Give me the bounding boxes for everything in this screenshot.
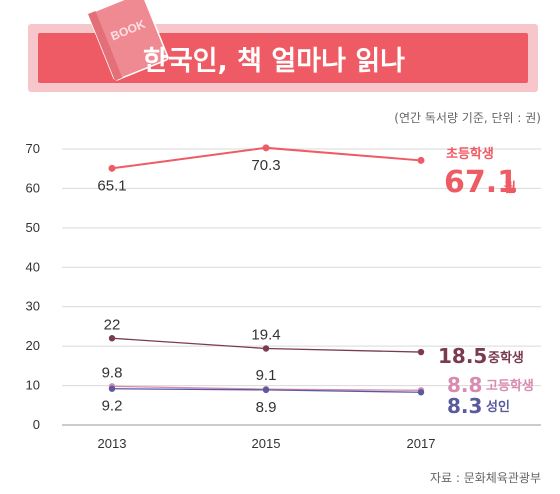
y-tick-label: 40 (26, 259, 40, 274)
data-labels: 65.1 70.3 22 19.4 9.8 9.1 9.2 8.9 (97, 157, 280, 416)
book-icon: BOOK (88, 0, 169, 81)
data-point (417, 348, 425, 356)
data-label: 65.1 (97, 177, 126, 194)
data-point (262, 144, 270, 152)
y-tick-label: 50 (26, 220, 40, 235)
series-group (108, 144, 425, 396)
grid-lines (62, 148, 541, 426)
end-value-label: 8.3 (447, 394, 482, 418)
y-tick-label: 70 (26, 141, 40, 156)
end-value-label: 18.5 (438, 344, 487, 368)
y-tick-label: 60 (26, 180, 40, 195)
y-axis-ticks: 0 10 20 30 40 50 60 70 (26, 141, 40, 432)
unit-note: (연간 독서량 기준, 단위 : 권) (394, 111, 541, 125)
data-label: 9.8 (102, 364, 123, 381)
data-point (417, 156, 425, 164)
x-tick-label: 2017 (407, 436, 436, 451)
y-tick-label: 30 (26, 299, 40, 314)
chart-title: 한국인, 책 얼마나 읽나 (143, 46, 405, 77)
data-label: 22 (104, 316, 121, 333)
x-tick-label: 2015 (252, 436, 281, 451)
y-tick-label: 20 (26, 338, 40, 353)
series-name-label: 중학생 (488, 350, 524, 366)
data-point (108, 164, 116, 172)
data-label: 9.2 (102, 398, 123, 415)
series-name-label: 초등학생 (446, 146, 494, 162)
end-value-label: 67.1 (444, 165, 518, 200)
data-point (417, 389, 425, 396)
source-note: 자료 : 문화체육관광부 (430, 471, 541, 485)
y-tick-label: 0 (33, 417, 40, 432)
y-tick-label: 10 (26, 378, 40, 393)
series-name-label: 성인 (486, 399, 510, 415)
x-tick-label: 2013 (98, 436, 127, 451)
x-axis-ticks: 2013 2015 2017 (98, 436, 436, 451)
data-label: 9.1 (256, 367, 277, 384)
series-name-label: 고등학생 (486, 378, 534, 394)
end-unit-label: 권 (504, 181, 516, 196)
data-label: 19.4 (251, 327, 280, 344)
data-point (262, 345, 270, 352)
data-point (262, 386, 270, 394)
data-label: 70.3 (251, 157, 280, 174)
data-point (108, 335, 116, 342)
end-value-label: 8.8 (447, 373, 482, 397)
title-banner: BOOK 한국인, 책 얼마나 읽나 (28, 0, 538, 92)
data-point (108, 385, 116, 392)
data-label: 8.9 (256, 399, 277, 416)
